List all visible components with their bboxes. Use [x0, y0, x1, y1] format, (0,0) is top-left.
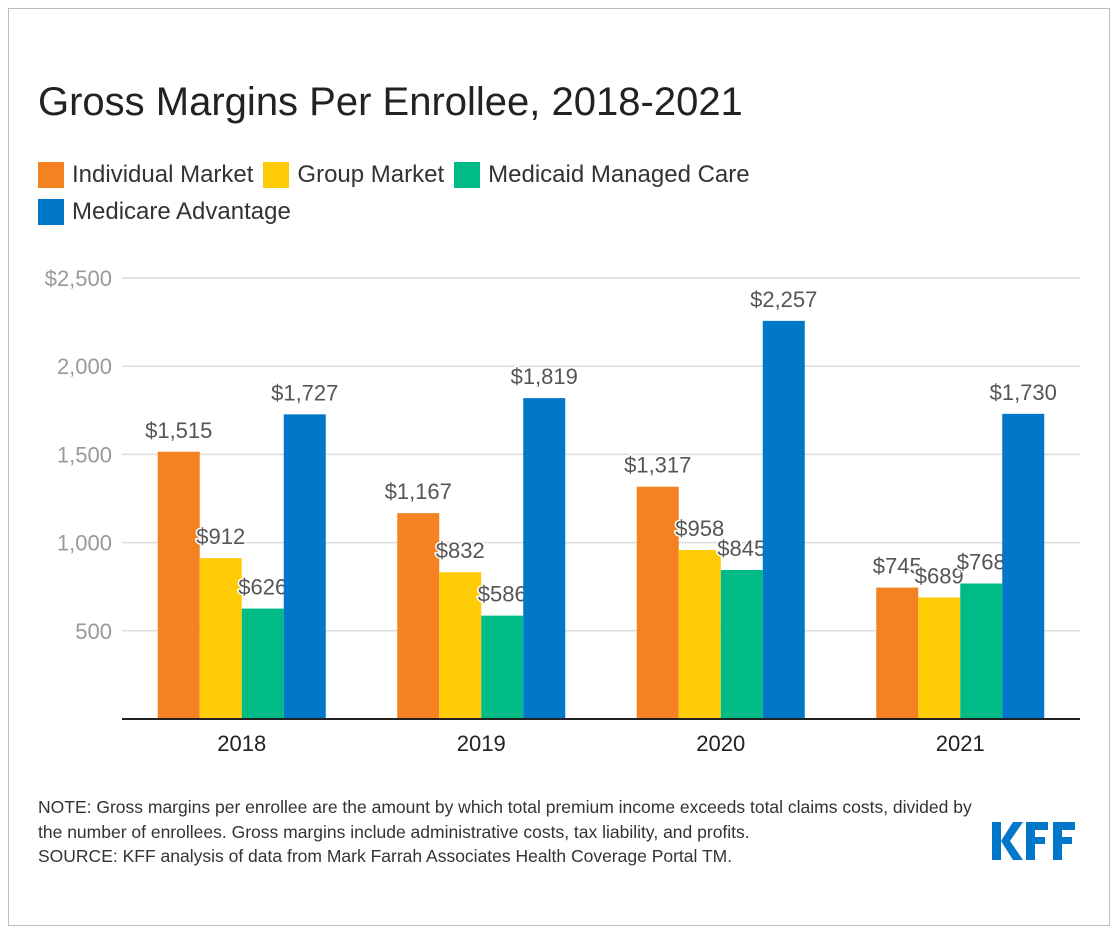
x-tick-label: 2019 [457, 731, 506, 756]
legend-item: Medicaid Managed Care [454, 158, 750, 192]
data-label: $958 [675, 516, 724, 541]
legend-swatch [38, 199, 64, 225]
chart-frame [8, 8, 1110, 926]
bar [241, 608, 284, 719]
bar [960, 583, 1003, 719]
legend-label: Group Market [297, 161, 445, 188]
data-label: $586 [478, 582, 527, 607]
bar [523, 398, 566, 719]
bar [481, 615, 524, 719]
bar [678, 550, 721, 719]
legend-item: Medicare Advantage [38, 195, 291, 229]
bar [918, 597, 961, 719]
y-tick-label: $2,500 [45, 266, 112, 291]
x-tick-label: 2021 [936, 731, 985, 756]
data-label: $1,515 [145, 418, 212, 443]
data-label: $1,730 [990, 380, 1057, 405]
legend-label: Individual Market [72, 161, 254, 188]
data-label: $626 [238, 575, 287, 600]
legend-swatch [263, 162, 290, 188]
chart-title: Gross Margins Per Enrollee, 2018-2021 [38, 80, 743, 124]
bar [762, 320, 805, 719]
legend-swatch [454, 162, 481, 188]
y-tick-label: 2,000 [57, 354, 112, 379]
bar [283, 414, 326, 719]
source-text: SOURCE: KFF analysis of data from Mark F… [38, 846, 733, 866]
legend: Individual Market Group Market Medicaid Ma… [38, 158, 858, 232]
note-text: NOTE: Gross margins per enrollee are the… [38, 797, 972, 842]
bar [199, 558, 242, 719]
data-label: $1,727 [271, 380, 338, 405]
data-label: $768 [957, 550, 1006, 575]
x-tick-label: 2020 [696, 731, 745, 756]
data-label: $1,819 [511, 364, 578, 389]
kff-logo [992, 822, 1075, 860]
data-label: $845 [717, 536, 766, 561]
bar [720, 569, 763, 719]
data-label: $689 [915, 563, 964, 588]
y-tick-label: 1,500 [57, 442, 112, 467]
footnote: NOTE: Gross margins per enrollee are the… [38, 795, 978, 869]
data-label: $1,317 [624, 453, 691, 478]
bar [397, 513, 440, 719]
y-tick-label: 1,000 [57, 531, 112, 556]
bar [636, 486, 679, 719]
legend-item: Group Market [263, 158, 444, 192]
legend-label: Medicare Advantage [72, 198, 291, 225]
data-label: $912 [196, 524, 245, 549]
data-label: $2,257 [750, 287, 817, 312]
bar-chart: 500 1,000 1,500 2,000 $2,500 $1,515 $912 $626 $1… [45, 266, 1080, 756]
bar [1002, 413, 1045, 719]
legend-item: Individual Market [38, 158, 253, 192]
bar [439, 572, 482, 719]
data-label: $832 [436, 538, 485, 563]
y-tick-label: 500 [75, 619, 112, 644]
legend-swatch [38, 162, 64, 188]
bar [876, 587, 919, 719]
x-tick-label: 2018 [217, 731, 266, 756]
data-label: $745 [873, 554, 922, 579]
legend-label: Medicaid Managed Care [488, 161, 750, 188]
data-label: $1,167 [385, 479, 452, 504]
bar [157, 451, 200, 719]
